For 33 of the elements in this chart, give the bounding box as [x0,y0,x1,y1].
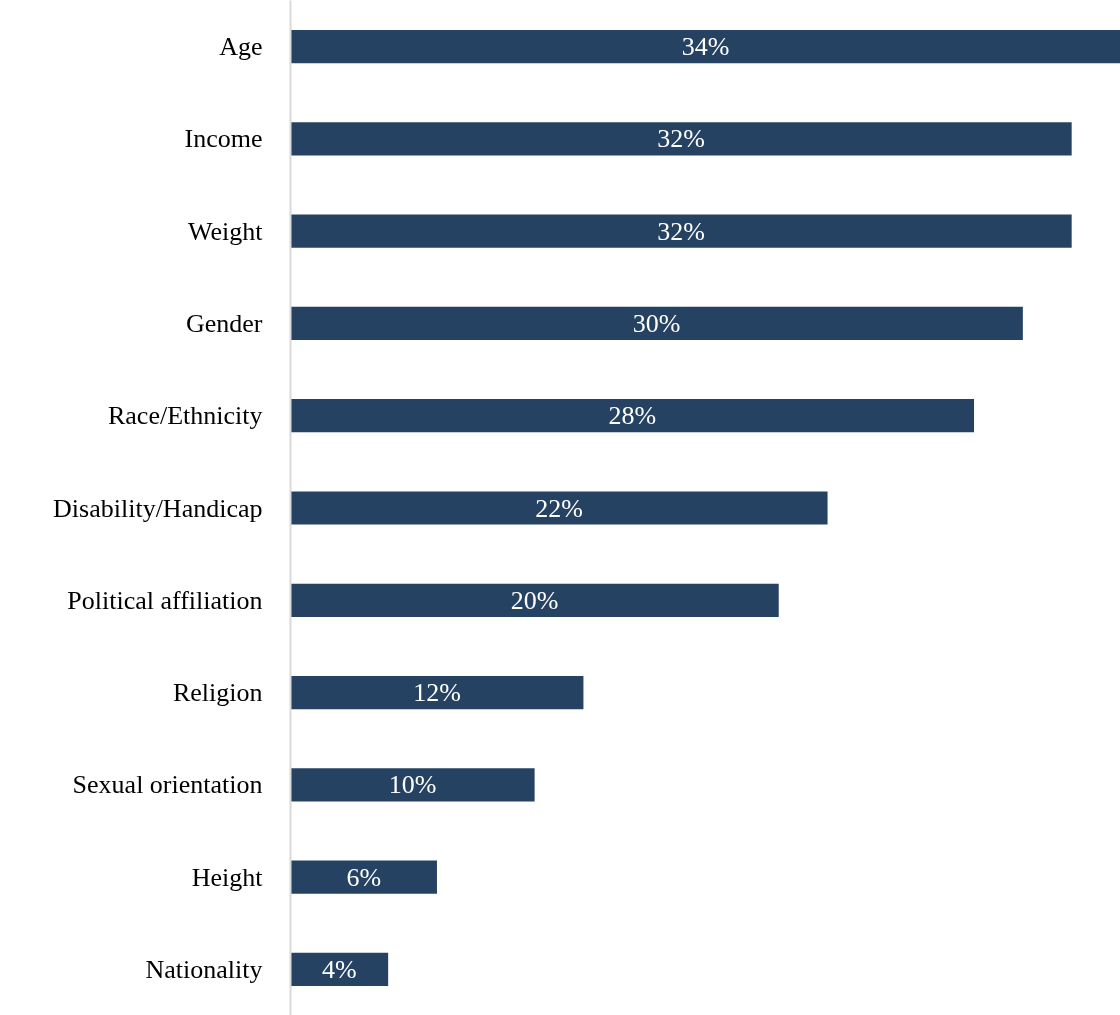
y-tick-label: Weight [188,216,264,246]
bar [290,491,828,525]
data-label: 32% [657,216,705,246]
data-label: 30% [632,308,681,338]
y-tick-label: Disability/Handicap [53,493,263,523]
bar [290,860,437,894]
y-tick-label: Gender [185,308,263,338]
bar [290,214,1072,248]
y-tick-label: Religion [172,678,263,708]
data-label: 34% [681,32,730,62]
bar [290,675,584,710]
y-tick-label: Income [184,124,263,154]
bar [290,952,389,986]
y-tick-label: Race/Ethnicity [108,401,263,431]
data-label: 32% [657,124,705,154]
bar [290,30,1120,64]
data-label: 22% [535,493,583,523]
y-tick-label: Height [191,862,264,892]
data-label: 10% [388,770,437,800]
data-label: 20% [510,585,559,615]
y-tick-label: Political affiliation [67,585,263,615]
bar [290,122,1072,156]
y-tick-label: Age [219,32,263,62]
bar [290,399,975,433]
bar [290,583,779,617]
y-tick-label: Nationality [145,954,263,984]
data-label: 4% [321,954,357,984]
data-label: 6% [346,862,382,892]
data-label: 28% [608,401,657,431]
y-tick-label: Sexual orientation [72,770,263,800]
bar [290,306,1023,341]
data-label: 12% [413,678,461,708]
bar [290,768,535,802]
